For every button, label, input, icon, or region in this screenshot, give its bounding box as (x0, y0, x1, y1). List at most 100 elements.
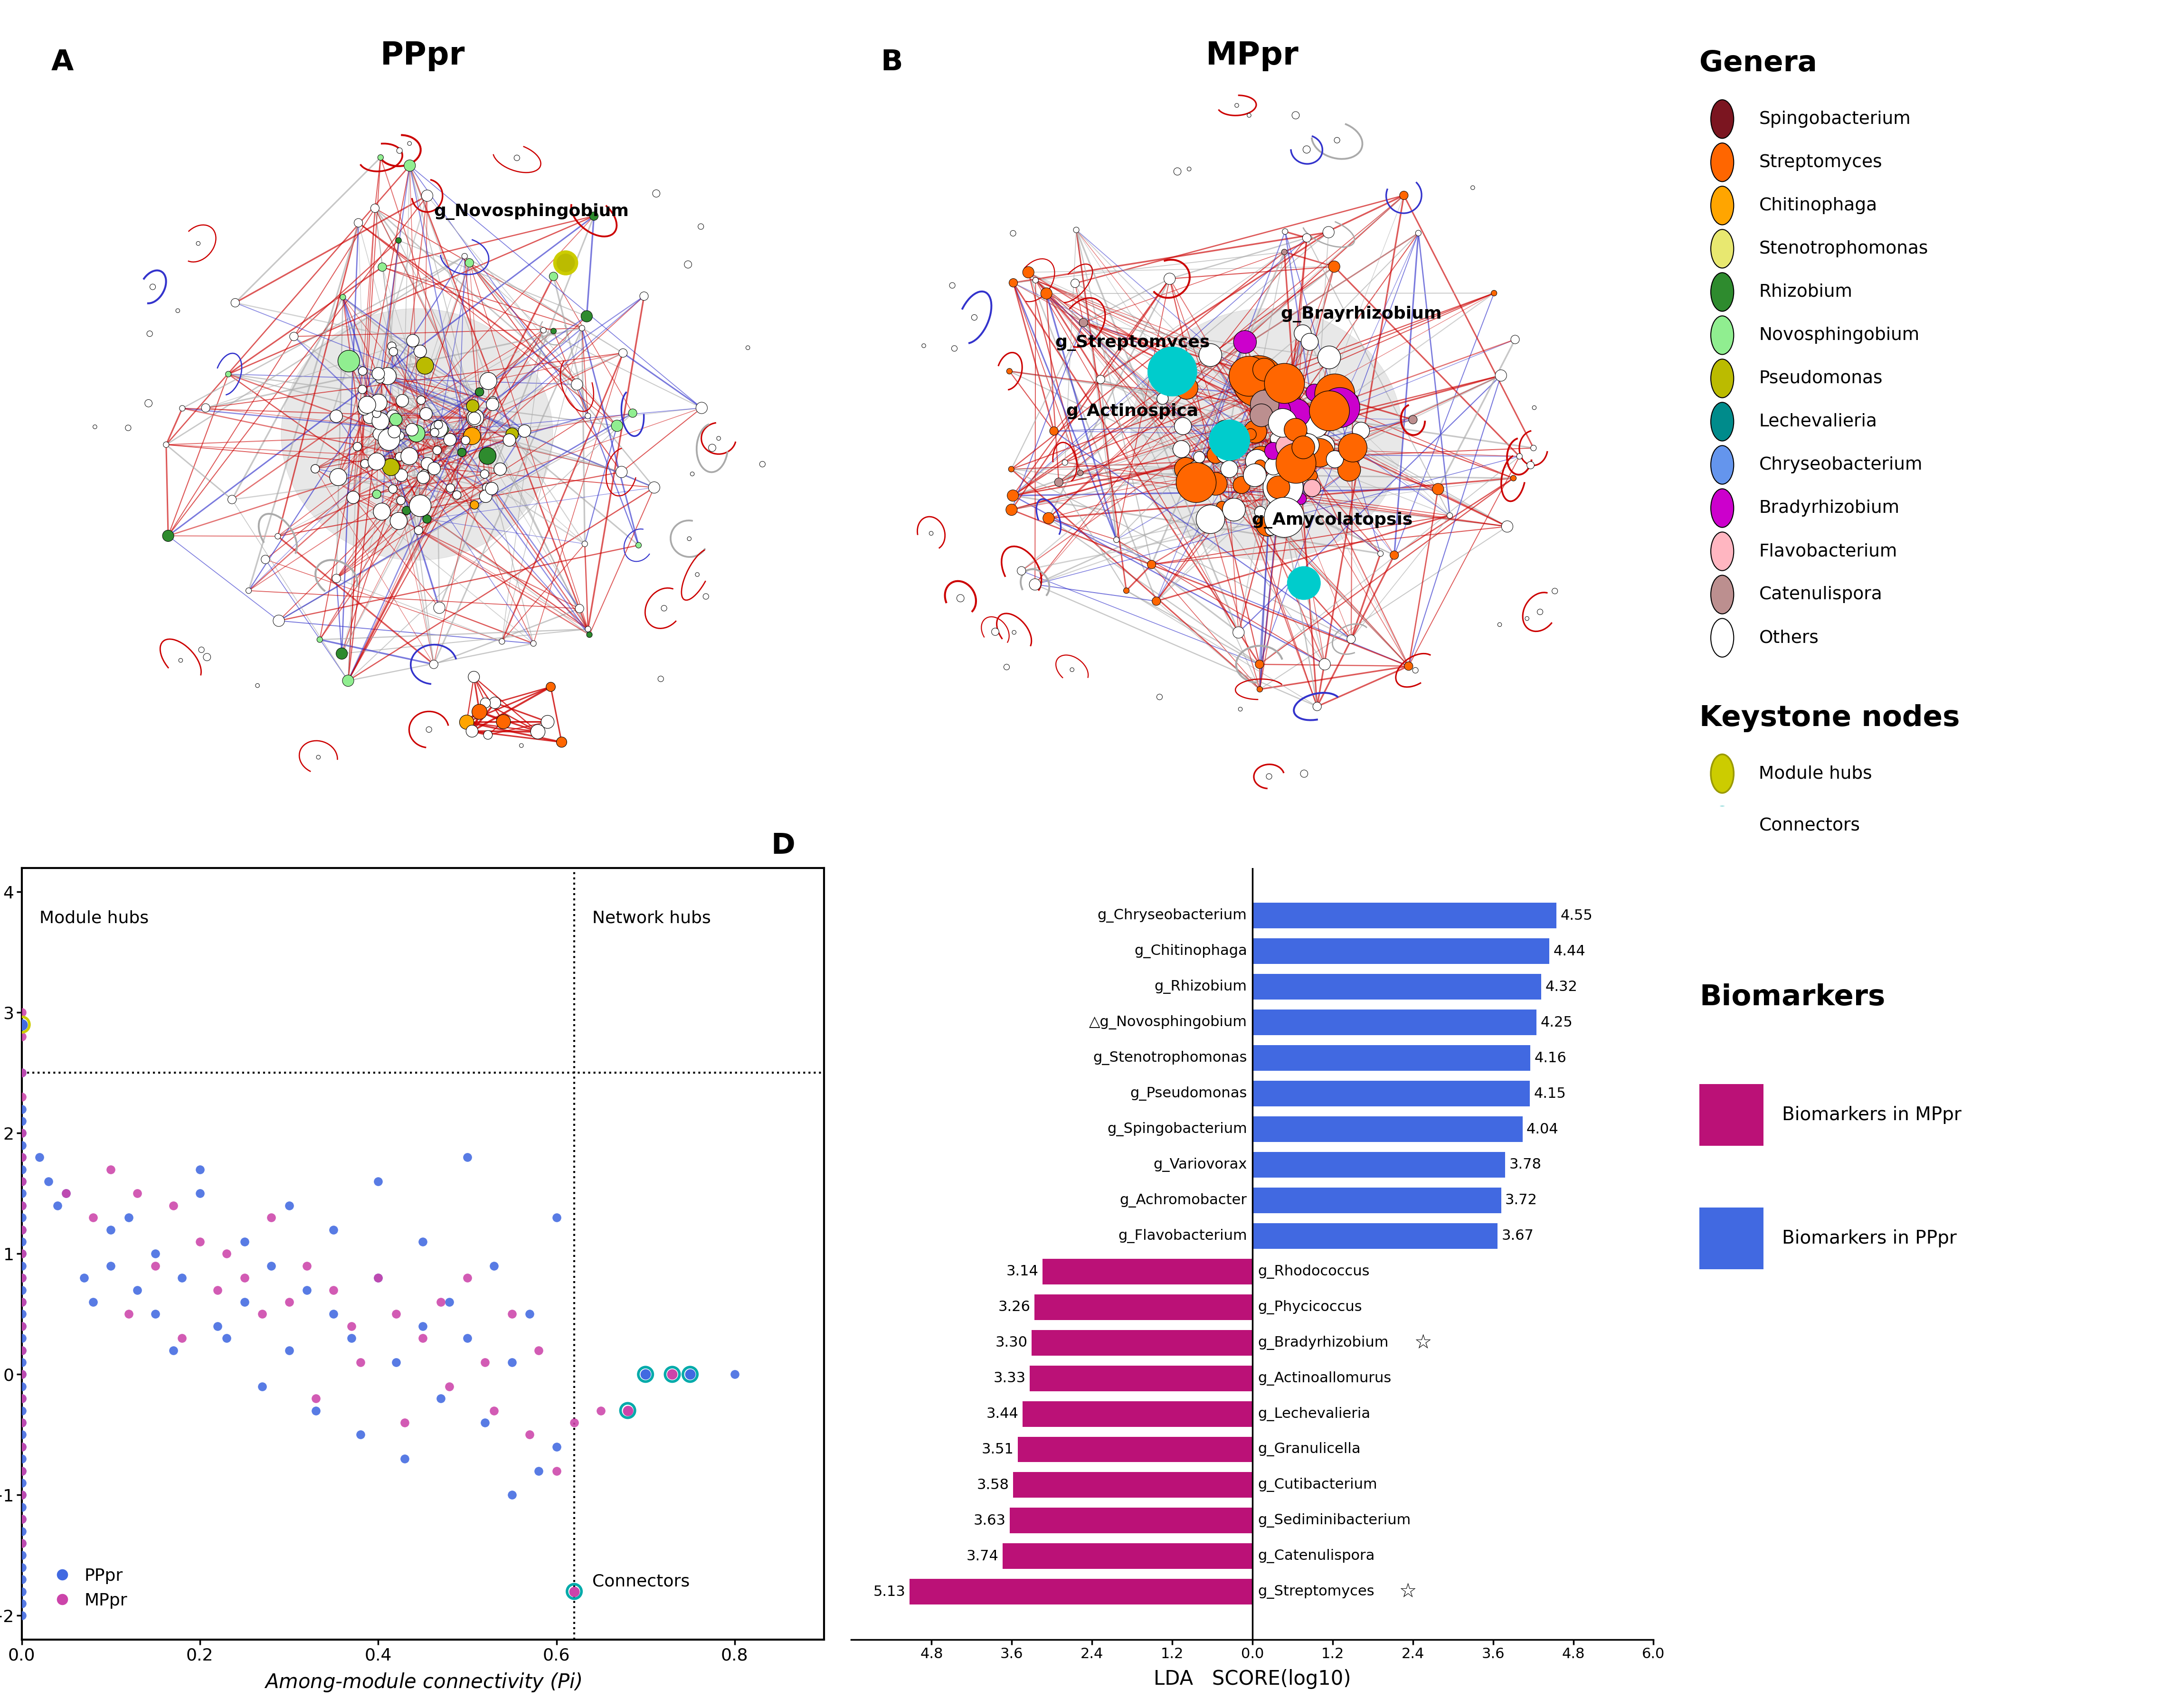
PPpr (50, 1180, 84, 1208)
Circle shape (376, 374, 385, 383)
Circle shape (1338, 458, 1361, 482)
Text: Spingobacterium: Spingobacterium (1759, 111, 1910, 128)
PPpr (253, 1252, 287, 1279)
PPpr (4, 1517, 39, 1544)
Circle shape (480, 447, 497, 465)
Circle shape (1338, 434, 1368, 463)
Text: Connectors: Connectors (592, 1573, 689, 1590)
PPpr (538, 1204, 573, 1231)
Circle shape (467, 400, 480, 412)
Circle shape (1712, 755, 1733, 793)
Circle shape (462, 253, 467, 260)
PPpr (30, 1168, 65, 1196)
Circle shape (519, 743, 523, 748)
Circle shape (419, 470, 428, 478)
Circle shape (687, 536, 692, 541)
Circle shape (1258, 687, 1262, 692)
Ellipse shape (1130, 309, 1402, 560)
MPpr (4, 1059, 39, 1086)
Circle shape (179, 405, 186, 412)
PPpr (4, 1204, 39, 1231)
Text: g_Catenulispora: g_Catenulispora (1258, 1549, 1374, 1563)
Bar (1253, 1117, 1524, 1143)
Circle shape (1281, 229, 1288, 234)
Circle shape (1055, 478, 1063, 487)
Circle shape (486, 482, 497, 495)
PPpr (512, 1300, 547, 1327)
Circle shape (1275, 436, 1299, 458)
Bar (1014, 1472, 1253, 1498)
PPpr (467, 1409, 501, 1436)
Circle shape (1234, 104, 1238, 108)
Circle shape (1264, 458, 1281, 475)
Circle shape (1303, 480, 1320, 497)
PPpr (4, 1300, 39, 1327)
Circle shape (1712, 229, 1733, 268)
Text: Catenulispora: Catenulispora (1759, 586, 1882, 603)
MPpr (361, 1264, 395, 1291)
PPpr (138, 1300, 173, 1327)
Circle shape (432, 446, 441, 454)
Circle shape (1712, 273, 1733, 311)
Circle shape (1712, 446, 1733, 483)
Circle shape (1247, 113, 1251, 118)
Circle shape (653, 190, 659, 196)
Point (655, 1361, 689, 1389)
Text: g_Cutibacterium: g_Cutibacterium (1258, 1477, 1377, 1493)
PPpr (717, 1361, 752, 1389)
Circle shape (1251, 389, 1279, 418)
Circle shape (372, 203, 380, 212)
Point (672, 1361, 707, 1389)
Circle shape (1536, 610, 1543, 615)
Circle shape (629, 408, 637, 417)
Circle shape (1096, 376, 1104, 384)
PPpr (4, 1312, 39, 1339)
Circle shape (1009, 278, 1018, 287)
Circle shape (590, 212, 599, 220)
Circle shape (1712, 576, 1733, 613)
Circle shape (179, 658, 184, 663)
Text: ☆: ☆ (1398, 1582, 1418, 1602)
Circle shape (1243, 465, 1266, 487)
Circle shape (1223, 499, 1245, 521)
PPpr (4, 1131, 39, 1158)
Circle shape (1320, 388, 1359, 427)
Circle shape (1253, 359, 1275, 381)
Circle shape (352, 442, 361, 451)
Circle shape (1495, 371, 1506, 381)
Text: 3.74: 3.74 (966, 1549, 998, 1563)
Circle shape (1284, 418, 1307, 441)
Circle shape (1011, 630, 1016, 634)
MPpr (272, 1288, 307, 1315)
Circle shape (1217, 500, 1227, 512)
Circle shape (1214, 420, 1232, 437)
Circle shape (261, 555, 270, 564)
Circle shape (746, 345, 750, 350)
Circle shape (400, 447, 417, 465)
MPpr (4, 1240, 39, 1267)
Circle shape (382, 458, 400, 477)
Circle shape (372, 410, 380, 418)
Legend: PPpr, MPpr: PPpr, MPpr (39, 1561, 134, 1616)
Circle shape (1156, 693, 1163, 700)
Circle shape (1712, 618, 1733, 658)
Circle shape (1262, 468, 1303, 507)
Circle shape (480, 470, 488, 478)
PPpr (478, 1252, 512, 1279)
MPpr (4, 1168, 39, 1196)
PPpr (210, 1324, 244, 1351)
Text: g_Streptomyces: g_Streptomyces (1055, 335, 1210, 350)
PPpr (4, 1276, 39, 1303)
FancyBboxPatch shape (1699, 1085, 1763, 1146)
Circle shape (1353, 422, 1370, 439)
Circle shape (571, 379, 583, 389)
Text: 4.44: 4.44 (1554, 945, 1586, 958)
Bar (1018, 1436, 1253, 1462)
Circle shape (1256, 506, 1266, 518)
Text: D: D (771, 832, 795, 861)
Circle shape (555, 736, 566, 748)
Circle shape (359, 367, 367, 376)
Circle shape (1165, 273, 1176, 285)
PPpr (4, 1590, 39, 1617)
MPpr (4, 1083, 39, 1110)
